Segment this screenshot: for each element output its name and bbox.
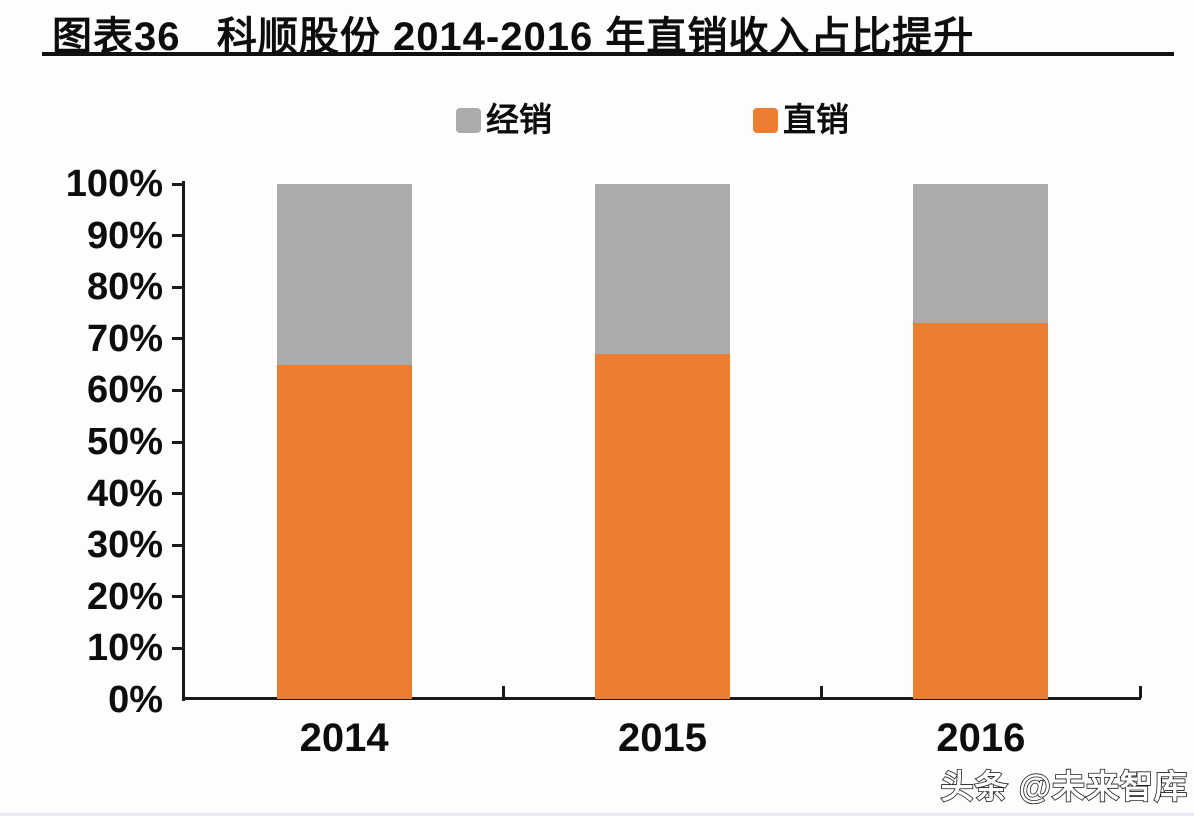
bar-segment-distribution [595, 184, 730, 355]
y-axis-tick [172, 543, 184, 547]
y-axis-tick [172, 337, 184, 341]
legend-swatch-gray [456, 107, 481, 133]
y-axis-tick [172, 182, 184, 186]
y-axis-label: 10% [86, 627, 163, 670]
figure-title: 图表36 科顺股份 2014-2016 年直销收入占比提升 [52, 15, 975, 59]
bar-segment-direct-sales [276, 364, 412, 699]
bar-segment-distribution [913, 184, 1049, 324]
y-axis-label: 100% [65, 163, 163, 205]
bottom-divider [0, 813, 1194, 816]
y-axis-tick [172, 388, 184, 392]
bar-segment-direct-sales [595, 354, 730, 699]
x-axis-tick [1138, 686, 1142, 698]
x-axis-tick [501, 686, 505, 698]
bar-segment-distribution [276, 184, 412, 365]
legend-swatch-orange [753, 107, 778, 133]
x-axis-tick [820, 686, 824, 698]
y-axis-label: 60% [86, 369, 163, 412]
y-axis-label: 0% [108, 679, 163, 721]
legend-label-distribution: 经销 [486, 101, 552, 138]
y-axis-label: 30% [86, 524, 163, 567]
legend-label-direct-sales: 直销 [783, 101, 849, 138]
y-axis-tick [172, 595, 184, 599]
title-underline [42, 52, 1174, 56]
y-axis-label: 50% [86, 421, 163, 463]
x-axis-label: 2016 [936, 716, 1026, 760]
watermark: 头条 @未来智库 [940, 767, 1188, 806]
x-axis-label: 2015 [618, 716, 707, 760]
legend-item-direct-sales: 直销 [753, 98, 849, 142]
legend-item-distribution: 经销 [456, 98, 552, 142]
y-axis-tick [172, 285, 184, 289]
y-axis-label: 40% [86, 472, 163, 515]
y-axis-tick [172, 440, 184, 444]
y-axis-label: 20% [86, 575, 163, 618]
y-axis-label: 70% [86, 317, 163, 360]
y-axis-label: 90% [86, 214, 163, 257]
legend: 经销 直销 [0, 98, 1194, 142]
bar-segment-direct-sales [913, 323, 1049, 699]
y-axis-tick [172, 646, 184, 650]
y-axis-tick [172, 492, 184, 496]
y-axis-label: 80% [86, 266, 163, 309]
x-axis-label: 2014 [299, 716, 389, 760]
y-axis-tick [172, 234, 184, 238]
